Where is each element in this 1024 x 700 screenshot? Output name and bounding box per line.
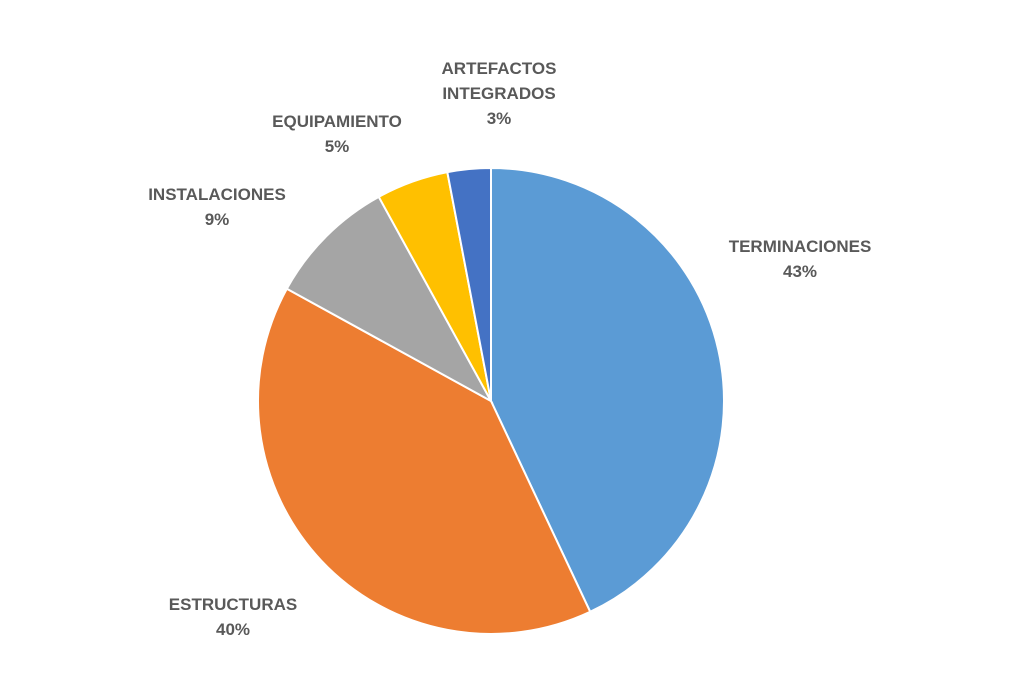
slice-percent-label: 9% — [205, 210, 230, 229]
slice-label-artefactos-integrados: ARTEFACTOS INTEGRADOS 3% — [442, 59, 557, 128]
slice-category-label: EQUIPAMIENTO — [272, 112, 402, 131]
slice-label-equipamiento: EQUIPAMIENTO 5% — [272, 112, 402, 156]
pie-slice-estructuras — [257, 287, 592, 635]
slice-percent-label: 5% — [325, 137, 350, 156]
slice-category-label: INSTALACIONES — [148, 185, 286, 204]
slice-category-label: TERMINACIONES — [729, 237, 872, 256]
slice-percent-label: 40% — [216, 620, 250, 639]
slice-label-instalaciones: INSTALACIONES 9% — [148, 185, 286, 229]
pie-labels: TERMINACIONES 43% ESTRUCTURAS 40% INSTALACIO… — [148, 59, 871, 639]
pie-slice-terminaciones — [490, 166, 725, 614]
slice-percent-label: 43% — [783, 262, 817, 281]
slice-category-label: ESTRUCTURAS — [169, 595, 297, 614]
slice-category-label: ARTEFACTOS — [442, 59, 557, 78]
slice-category-label: INTEGRADOS — [442, 84, 555, 103]
slice-label-estructuras: ESTRUCTURAS 40% — [169, 595, 297, 639]
pie-slices — [257, 166, 725, 635]
slice-label-terminaciones: TERMINACIONES 43% — [729, 237, 872, 281]
slice-percent-label: 3% — [487, 109, 512, 128]
pie-slice-artefactos-integrados — [446, 166, 492, 402]
pie-slice-instalaciones — [285, 195, 494, 404]
